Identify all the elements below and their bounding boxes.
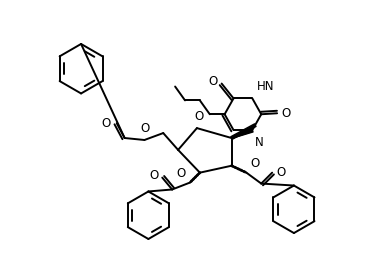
Text: O: O [276, 166, 285, 179]
Text: O: O [149, 169, 158, 182]
Text: O: O [177, 167, 186, 180]
Text: O: O [141, 122, 150, 135]
Text: O: O [281, 107, 290, 120]
Text: O: O [101, 117, 111, 130]
Text: O: O [250, 157, 260, 170]
Text: N: N [255, 136, 264, 149]
Text: O: O [208, 75, 218, 88]
Text: HN: HN [257, 80, 275, 93]
Text: O: O [194, 110, 203, 123]
